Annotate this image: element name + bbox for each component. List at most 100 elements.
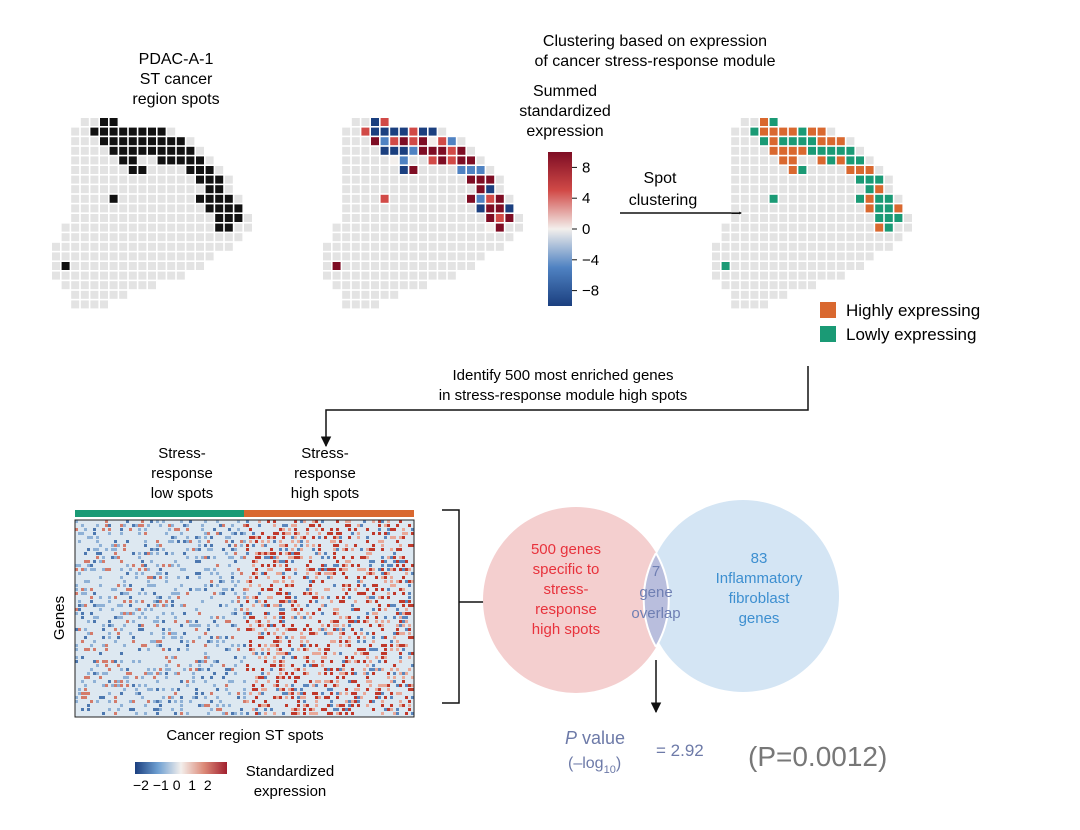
- heatmap-cell: [120, 652, 123, 655]
- tissue-spot: [846, 252, 855, 261]
- tissue-spot: [128, 156, 137, 165]
- heatmap-cell: [330, 680, 333, 683]
- heatmap-cell: [357, 620, 360, 623]
- heatmap-cell: [405, 644, 408, 647]
- heatmap-cell: [324, 572, 327, 575]
- tissue-spot: [798, 166, 807, 174]
- heatmap-cell: [90, 568, 93, 571]
- tissue-spot: [788, 262, 797, 270]
- tissue-spot: [894, 233, 903, 242]
- heatmap-cell: [387, 708, 390, 711]
- heatmap-cell: [363, 652, 366, 655]
- heatmap-cell: [384, 536, 387, 539]
- heatmap-cell: [210, 708, 213, 711]
- heatmap-cell: [300, 636, 303, 639]
- tissue-spot: [884, 175, 893, 184]
- heatmap-cell: [81, 592, 84, 595]
- heatmap-cell: [315, 700, 318, 703]
- heatmap-cell: [84, 552, 87, 555]
- heatmap-cell: [174, 712, 177, 715]
- heatmap-cell: [246, 544, 249, 547]
- heatmap-cell: [231, 588, 234, 591]
- tissue-spot: [71, 290, 80, 299]
- heatmap-cell: [312, 548, 315, 551]
- heatmap-cell: [405, 616, 408, 619]
- heatmap-cell: [138, 648, 141, 651]
- heatmap-cell: [324, 648, 327, 651]
- tissue-spot: [399, 185, 408, 194]
- heatmap-cell: [108, 636, 111, 639]
- heatmap-cell: [393, 672, 396, 675]
- tissue-spot: [486, 223, 495, 232]
- heatmap-cell: [255, 576, 258, 579]
- tissue-spot: [419, 271, 427, 280]
- heatmap-cell: [180, 636, 183, 639]
- tissue-spot: [438, 194, 447, 203]
- tissue-spot: [380, 223, 389, 232]
- heatmap-cell: [339, 668, 342, 671]
- tissue-spot: [390, 223, 399, 232]
- heatmap-cell: [177, 564, 180, 567]
- tissue-spot: [128, 137, 137, 146]
- heatmap-cell: [384, 708, 387, 711]
- heatmap-cell: [129, 596, 132, 599]
- tissue-spot: [409, 156, 418, 165]
- heatmap-cell: [138, 592, 141, 595]
- heatmap-cell: [255, 536, 258, 539]
- heatmap-cell: [129, 700, 132, 703]
- heatmap-cell: [165, 656, 168, 659]
- heatmap-cell: [114, 684, 117, 687]
- heatmap-cell: [366, 528, 369, 531]
- tissue-spot: [90, 175, 99, 184]
- heatmap-cell: [75, 588, 78, 591]
- tissue-spot: [71, 166, 80, 174]
- tissue-spot: [457, 156, 466, 165]
- tissue-spot: [447, 156, 456, 165]
- heatmap-cell: [90, 612, 93, 615]
- tissue-spot: [90, 233, 99, 242]
- heatmap-cell: [87, 580, 90, 583]
- tissue-spot: [128, 185, 137, 194]
- heatmap-cell: [306, 588, 309, 591]
- tissue-spot: [196, 194, 204, 203]
- tissue-spot: [817, 185, 826, 194]
- tissue-spot: [409, 214, 418, 222]
- heatmap-border: [74, 519, 415, 718]
- tissue-spot: [361, 185, 370, 194]
- heatmap-cell: [285, 596, 288, 599]
- p-value-label: P value: [565, 728, 625, 748]
- tissue-spot: [351, 118, 360, 126]
- heatmap-cell: [405, 608, 408, 611]
- tissue-spot: [109, 156, 118, 165]
- expression-scale-title-line1: Standardized: [246, 763, 334, 780]
- heatmap-cell: [195, 696, 198, 699]
- heatmap-cell: [318, 652, 321, 655]
- heatmap-cell: [321, 628, 324, 631]
- heatmap-cell: [180, 624, 183, 627]
- tissue-spot: [109, 252, 118, 261]
- heatmap-cell: [378, 692, 381, 695]
- heatmap-cell: [288, 552, 291, 555]
- heatmap-cell: [372, 664, 375, 667]
- heatmap-cell: [375, 696, 378, 699]
- heatmap-cell: [147, 552, 150, 555]
- tissue-spot: [205, 194, 214, 203]
- heatmap-cell: [339, 644, 342, 647]
- heatmap-cell: [204, 660, 207, 663]
- heatmap-cell: [267, 552, 270, 555]
- heatmap-cell: [264, 676, 267, 679]
- tissue-spot: [186, 194, 195, 203]
- heatmap-cell: [321, 624, 324, 627]
- heatmap-cell: [339, 652, 342, 655]
- tissue-spot: [234, 233, 243, 242]
- heatmap-cell: [216, 636, 219, 639]
- tissue-spot: [476, 194, 485, 203]
- heatmap-cell: [387, 676, 390, 679]
- heatmap-cell: [207, 628, 210, 631]
- heatmap-cell: [387, 684, 390, 687]
- heatmap-cell: [378, 696, 381, 699]
- heatmap-cell: [99, 584, 102, 587]
- tissue-spot: [409, 223, 418, 232]
- tissue-spot: [760, 252, 768, 261]
- tissue-spot: [865, 166, 874, 174]
